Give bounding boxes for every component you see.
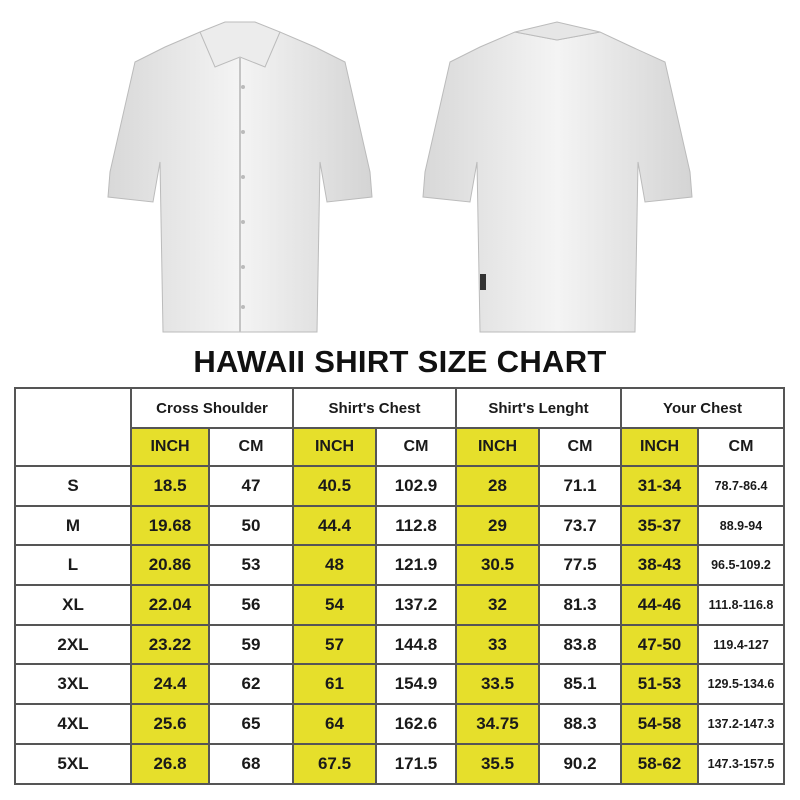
your-chest-cm: 88.9-94 xyxy=(697,504,785,547)
unit-inch: INCH xyxy=(455,427,540,467)
shirt-length-cm: 85.1 xyxy=(538,663,622,706)
table-row: M 19.68 50 44.4 112.8 29 73.7 35-37 88.9-94 xyxy=(14,504,785,547)
chart-title: HAWAII SHIRT SIZE CHART xyxy=(193,344,607,379)
shirt-front-image xyxy=(107,21,373,333)
size-label: 2XL xyxy=(14,623,132,666)
unit-cm: CM xyxy=(538,427,622,467)
your-chest-inch: 38-43 xyxy=(620,544,699,587)
shirt-length-inch: 34.75 xyxy=(455,703,540,745)
your-chest-inch: 35-37 xyxy=(620,504,699,547)
size-label: 5XL xyxy=(14,742,132,785)
cross-shoulder-inch: 22.04 xyxy=(130,584,210,626)
table-row: L 20.86 53 48 121.9 30.5 77.5 38-43 96.5-109.2 xyxy=(14,544,785,587)
unit-inch: INCH xyxy=(130,427,210,467)
shirt-length-cm: 77.5 xyxy=(538,544,622,587)
your-chest-inch: 47-50 xyxy=(620,623,699,666)
size-chart-table: Cross Shoulder Shirt's Chest Shirt's Len… xyxy=(14,387,785,785)
shirt-length-cm: 90.2 xyxy=(538,742,622,785)
your-chest-cm: 78.7-86.4 xyxy=(697,465,785,507)
size-label: XL xyxy=(14,584,132,626)
shirt-length-inch: 33 xyxy=(455,623,540,666)
size-label: S xyxy=(14,465,132,507)
size-label: M xyxy=(14,504,132,547)
shirt-chest-inch: 44.4 xyxy=(292,504,377,547)
your-chest-cm: 96.5-109.2 xyxy=(697,544,785,587)
shirt-chest-inch: 54 xyxy=(292,584,377,626)
table-row: 5XL 26.8 68 67.5 171.5 35.5 90.2 58-62 147.3-157… xyxy=(14,742,785,785)
table-row: XL 22.04 56 54 137.2 32 81.3 44-46 111.8-116.8 xyxy=(14,584,785,626)
cross-shoulder-inch: 19.68 xyxy=(130,504,210,547)
shirt-length-inch: 29 xyxy=(455,504,540,547)
table-row: 2XL 23.22 59 57 144.8 33 83.8 47-50 119.4-127 xyxy=(14,623,785,666)
shirt-chest-cm: 144.8 xyxy=(375,623,457,666)
cross-shoulder-cm: 59 xyxy=(208,623,294,666)
cross-shoulder-inch: 18.5 xyxy=(130,465,210,507)
size-label: L xyxy=(14,544,132,587)
shirt-chest-inch: 48 xyxy=(292,544,377,587)
your-chest-cm: 119.4-127 xyxy=(697,623,785,666)
shirt-chest-inch: 57 xyxy=(292,623,377,666)
your-chest-cm: 111.8-116.8 xyxy=(697,584,785,626)
cross-shoulder-cm: 47 xyxy=(208,465,294,507)
shirt-chest-cm: 102.9 xyxy=(375,465,457,507)
cross-shoulder-cm: 68 xyxy=(208,742,294,785)
shirt-length-cm: 83.8 xyxy=(538,623,622,666)
size-label: 4XL xyxy=(14,703,132,745)
shirt-length-cm: 71.1 xyxy=(538,465,622,507)
cross-shoulder-cm: 53 xyxy=(208,544,294,587)
unit-inch: INCH xyxy=(292,427,377,467)
cross-shoulder-cm: 56 xyxy=(208,584,294,626)
shirt-chest-inch: 64 xyxy=(292,703,377,745)
unit-cm: CM xyxy=(375,427,457,467)
cross-shoulder-inch: 24.4 xyxy=(130,663,210,706)
table-row: 4XL 25.6 65 64 162.6 34.75 88.3 54-58 137.2-147.… xyxy=(14,703,785,745)
shirt-chest-cm: 171.5 xyxy=(375,742,457,785)
cross-shoulder-inch: 25.6 xyxy=(130,703,210,745)
shirt-length-inch: 28 xyxy=(455,465,540,507)
cross-shoulder-cm: 50 xyxy=(208,504,294,547)
shirt-length-inch: 32 xyxy=(455,584,540,626)
table-row: 3XL 24.4 62 61 154.9 33.5 85.1 51-53 129.5-134.6 xyxy=(14,663,785,706)
your-chest-cm: 137.2-147.3 xyxy=(697,703,785,745)
size-label: 3XL xyxy=(14,663,132,706)
cross-shoulder-inch: 23.22 xyxy=(130,623,210,666)
your-chest-inch: 58-62 xyxy=(620,742,699,785)
unit-cm: CM xyxy=(208,427,294,467)
your-chest-cm: 147.3-157.5 xyxy=(697,742,785,785)
shirt-length-inch: 33.5 xyxy=(455,663,540,706)
shirt-length-cm: 81.3 xyxy=(538,584,622,626)
shirt-length-cm: 88.3 xyxy=(538,703,622,745)
shirt-chest-cm: 154.9 xyxy=(375,663,457,706)
cross-shoulder-inch: 20.86 xyxy=(130,544,210,587)
cross-shoulder-inch: 26.8 xyxy=(130,742,210,785)
shirt-length-cm: 73.7 xyxy=(538,504,622,547)
your-chest-inch: 31-34 xyxy=(620,465,699,507)
unit-cm: CM xyxy=(697,427,785,467)
header-shirts-chest: Shirt's Chest xyxy=(292,387,457,429)
header-cross-shoulder: Cross Shoulder xyxy=(130,387,294,429)
header-shirts-length: Shirt's Lenght xyxy=(455,387,622,429)
shirt-chest-cm: 162.6 xyxy=(375,703,457,745)
table-row: S 18.5 47 40.5 102.9 28 71.1 31-34 78.7-86.4 xyxy=(14,465,785,507)
your-chest-inch: 51-53 xyxy=(620,663,699,706)
shirt-chest-cm: 137.2 xyxy=(375,584,457,626)
shirt-chest-inch: 40.5 xyxy=(292,465,377,507)
header-your-chest: Your Chest xyxy=(620,387,785,429)
your-chest-inch: 54-58 xyxy=(620,703,699,745)
shirt-chest-inch: 67.5 xyxy=(292,742,377,785)
shirt-chest-cm: 121.9 xyxy=(375,544,457,587)
unit-inch: INCH xyxy=(620,427,699,467)
shirt-back-image xyxy=(422,21,693,333)
your-chest-inch: 44-46 xyxy=(620,584,699,626)
cross-shoulder-cm: 65 xyxy=(208,703,294,745)
shirt-chest-inch: 61 xyxy=(292,663,377,706)
shirt-length-inch: 30.5 xyxy=(455,544,540,587)
cross-shoulder-cm: 62 xyxy=(208,663,294,706)
shirt-chest-cm: 112.8 xyxy=(375,504,457,547)
shirt-length-inch: 35.5 xyxy=(455,742,540,785)
corner-cell xyxy=(14,387,132,467)
your-chest-cm: 129.5-134.6 xyxy=(697,663,785,706)
